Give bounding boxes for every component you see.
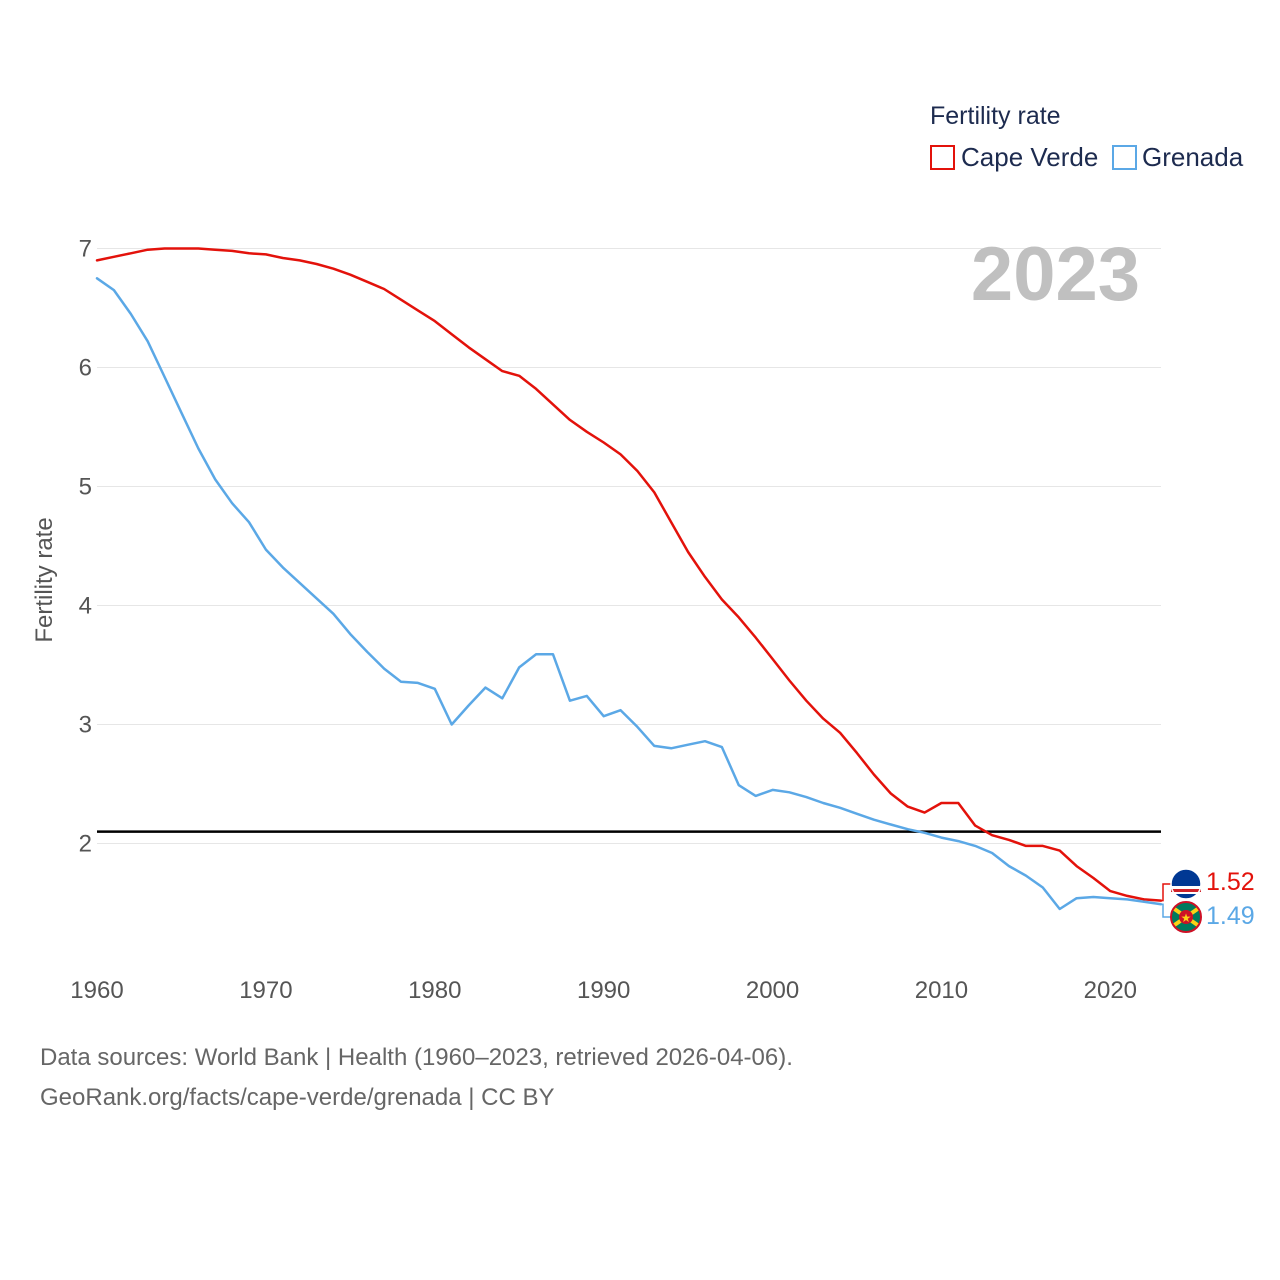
y-tick-label-2: 2 <box>79 831 92 858</box>
svg-text:★: ★ <box>1181 911 1192 925</box>
data-source-note: Data sources: World Bank | Health (1960–… <box>40 1044 793 1071</box>
x-tick-label-2000: 2000 <box>746 977 799 1004</box>
y-tick-label-5: 5 <box>79 474 92 501</box>
axes: 2 3 4 5 6 7 1960 1970 1980 1990 2000 2010 2020 <box>70 236 1137 1005</box>
series-line-grenada <box>95 277 1163 911</box>
y-tick-label-3: 3 <box>79 712 92 739</box>
cape-verde-end-value: 1.52 <box>1206 868 1255 896</box>
legend-title: Fertility rate <box>930 102 1061 130</box>
series-end-markers: ★ 1.52 1.49 <box>1170 868 1255 933</box>
legend: Fertility rate Cape Verde Grenada <box>930 102 1244 172</box>
x-tick-label-1960: 1960 <box>70 977 123 1004</box>
x-tick-label-2010: 2010 <box>915 977 968 1004</box>
end-connector-grenada <box>1161 903 1171 918</box>
grenada-end-value: 1.49 <box>1206 902 1255 930</box>
x-tick-label-1980: 1980 <box>408 977 461 1004</box>
x-tick-label-1990: 1990 <box>577 977 630 1004</box>
year-label: 2023 <box>971 232 1140 317</box>
legend-swatch-cape-verde <box>930 145 955 170</box>
y-tick-label-6: 6 <box>79 355 92 382</box>
y-tick-label-4: 4 <box>79 593 92 620</box>
series-line-cape-verde <box>95 247 1163 902</box>
y-axis-label: Fertility rate <box>31 517 58 642</box>
legend-label-grenada: Grenada <box>1142 142 1244 172</box>
x-tick-label-1970: 1970 <box>239 977 292 1004</box>
grenada-flag-icon: ★ <box>1170 901 1202 933</box>
legend-swatch-grenada <box>1112 145 1137 170</box>
x-tick-label-2020: 2020 <box>1084 977 1137 1004</box>
grid <box>97 248 1161 844</box>
end-connector-cape-verde <box>1161 883 1171 902</box>
credit-line: GeoRank.org/facts/cape-verde/grenada | C… <box>40 1084 555 1111</box>
y-tick-label-7: 7 <box>79 236 92 263</box>
series-group <box>95 247 1171 918</box>
legend-label-cape-verde: Cape Verde <box>961 142 1098 172</box>
cape-verde-flag-icon <box>1170 868 1202 900</box>
